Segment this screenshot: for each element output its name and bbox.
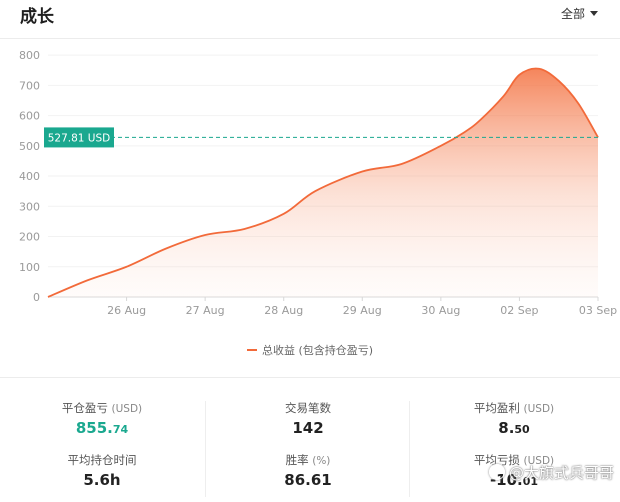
stat-value: 8. — [498, 419, 515, 437]
stat-avg-hold-time: 平均持仓时间 5.6h — [2, 452, 202, 489]
stats-divider — [205, 401, 206, 497]
stats-divider — [409, 401, 410, 497]
y-tick-label: 0 — [33, 291, 40, 304]
x-tick-label: 02 Sep — [500, 304, 538, 317]
stat-closed-pnl: 平仓盈亏 (USD) 855.74 — [2, 400, 202, 437]
header: 成长 全部 — [0, 0, 620, 39]
time-range-dropdown[interactable]: 全部 — [561, 5, 598, 22]
stat-label: 平均持仓时间 — [67, 453, 137, 467]
watermark-text: @大旗式兵哥哥 — [508, 464, 614, 482]
growth-chart: 0 100 200 300 400 500 600 700 800 26 Aug 27 Aug 28… — [19, 49, 617, 317]
stat-avg-loss: 平均亏损 (USD) -10.01 — [414, 452, 614, 489]
legend-label: 总收益 (包含持仓盈亏) — [261, 344, 374, 357]
y-tick-label: 500 — [19, 140, 40, 153]
weibo-icon — [488, 464, 505, 480]
stat-avg-profit: 平均盈利 (USD) 8.50 — [414, 400, 614, 437]
stat-label: 交易笔数 — [285, 401, 331, 415]
y-tick-label: 800 — [19, 49, 40, 62]
y-tick-label: 400 — [19, 170, 40, 183]
stat-label: 平均盈利 — [473, 401, 520, 415]
stats-panel: 平仓盈亏 (USD) 855.74 交易笔数 142 平均盈利 (USD) 8.… — [0, 377, 620, 502]
y-tick-label: 700 — [19, 79, 40, 92]
chart-legend[interactable]: 总收益 (包含持仓盈亏) — [0, 342, 620, 358]
time-range-label: 全部 — [560, 7, 585, 21]
stat-trades: 交易笔数 142 — [208, 400, 408, 437]
series-line — [47, 67, 599, 298]
y-tick-label: 300 — [19, 200, 40, 213]
stat-label: 平仓盈亏 — [61, 401, 108, 415]
series-area-fill — [48, 68, 598, 297]
page-title: 成长 — [20, 7, 54, 27]
legend-line-swatch — [246, 349, 257, 351]
stat-label: 平均亏损 — [473, 453, 520, 467]
stat-value: 5.6h — [83, 471, 121, 489]
watermark: @大旗式兵哥哥 — [488, 462, 614, 483]
y-tick-label: 200 — [19, 231, 40, 244]
x-tick-label: 30 Aug — [421, 304, 460, 317]
stat-unit: (USD) — [111, 403, 143, 415]
x-tick-label: 28 Aug — [264, 304, 303, 317]
x-tick-label: 26 Aug — [107, 304, 146, 317]
stat-value-decimals: 50 — [514, 423, 530, 436]
stat-label: 胜率 — [285, 453, 309, 467]
caret-down-icon — [590, 11, 598, 16]
stat-value: 855. — [75, 419, 113, 437]
stat-value: 142 — [292, 419, 324, 437]
stat-value-decimals: 01 — [522, 475, 539, 488]
y-tick-label: 100 — [19, 261, 40, 274]
y-tick-label: 600 — [19, 110, 40, 123]
stat-value-decimals: 74 — [112, 423, 129, 436]
reference-label-bg — [44, 127, 114, 148]
x-tick-label: 29 Aug — [343, 304, 382, 317]
stat-win-rate: 胜率 (%) 86.61 — [208, 452, 408, 489]
stat-unit: (USD) — [523, 455, 555, 467]
x-tick-label: 03 Sep — [579, 304, 617, 317]
x-tick-label: 27 Aug — [186, 304, 225, 317]
stat-unit: (USD) — [523, 403, 555, 415]
stat-value: 86.61 — [284, 471, 332, 489]
stat-unit: (%) — [312, 455, 331, 467]
reference-label: 527.81 USD — [48, 132, 111, 144]
